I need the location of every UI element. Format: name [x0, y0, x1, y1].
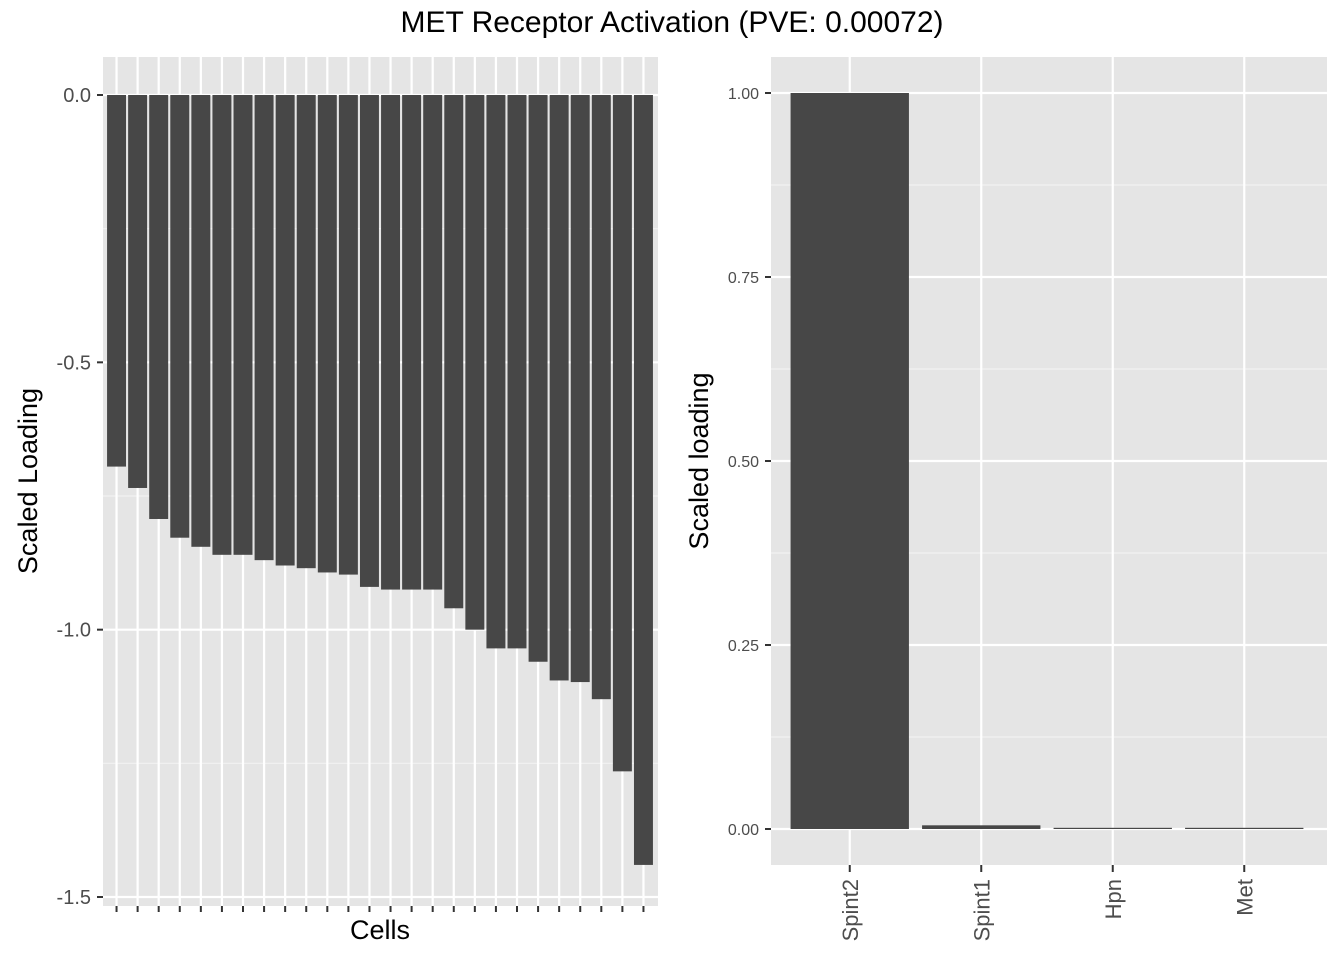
left-y-tick-label: -1.5 — [57, 887, 91, 909]
right-y-tick-label: 0.50 — [728, 454, 759, 471]
right-y-tick-label: 0.00 — [728, 822, 759, 839]
left-bar — [633, 95, 653, 865]
right-bar-spint2 — [790, 93, 909, 829]
left-bar — [381, 95, 401, 590]
left-bar — [317, 95, 337, 573]
left-bar — [170, 95, 190, 538]
left-bar — [528, 95, 548, 662]
right-y-axis-label: Scaled loading — [684, 372, 714, 549]
chart-title: MET Receptor Activation (PVE: 0.00072) — [400, 6, 943, 39]
left-bar — [296, 95, 316, 569]
left-bar — [402, 95, 422, 590]
left-y-axis-label: Scaled Loading — [13, 388, 43, 574]
left-bar — [149, 95, 169, 519]
right-x-tick-label: Met — [1232, 879, 1257, 916]
left-x-axis-label: Cells — [350, 915, 410, 945]
left-bar — [423, 95, 443, 590]
left-bar — [612, 95, 632, 772]
left-bar — [254, 95, 274, 561]
left-bar — [570, 95, 590, 683]
right-x-tick-label: Hpn — [1101, 879, 1126, 919]
left-bar — [107, 95, 127, 467]
left-bar — [591, 95, 611, 700]
left-y-tick-label: -0.5 — [57, 352, 91, 374]
right-y-tick-label: 0.25 — [728, 638, 759, 655]
left-panel: 0.0 -0.5 -1.0 -1.5 Scaled Loading Cells — [13, 57, 658, 945]
right-y-tick-label: 1.00 — [728, 86, 759, 103]
left-bar — [128, 95, 148, 488]
left-bar — [444, 95, 464, 609]
left-bar — [486, 95, 506, 649]
left-bar — [191, 95, 211, 547]
right-panel: 0.000.250.500.751.00 Spint2 Spint1 Hpn Met … — [684, 57, 1327, 941]
right-y-tick-label: 0.75 — [728, 270, 759, 287]
left-bar — [359, 95, 379, 587]
left-bar — [212, 95, 232, 555]
right-bar-met — [1185, 827, 1304, 829]
right-x-tick-label: Spint2 — [838, 879, 863, 941]
left-bar — [233, 95, 253, 555]
right-bar-hpn — [1053, 827, 1172, 829]
left-bar — [275, 95, 295, 566]
right-bar-spint1 — [922, 825, 1041, 829]
right-x-tick-label: Spint1 — [969, 879, 994, 941]
left-y-tick-label: 0.0 — [63, 85, 91, 107]
left-y-tick-label: -1.0 — [57, 620, 91, 642]
left-bar — [465, 95, 485, 630]
left-bar — [507, 95, 527, 649]
left-bar — [338, 95, 358, 575]
left-bar — [549, 95, 569, 681]
